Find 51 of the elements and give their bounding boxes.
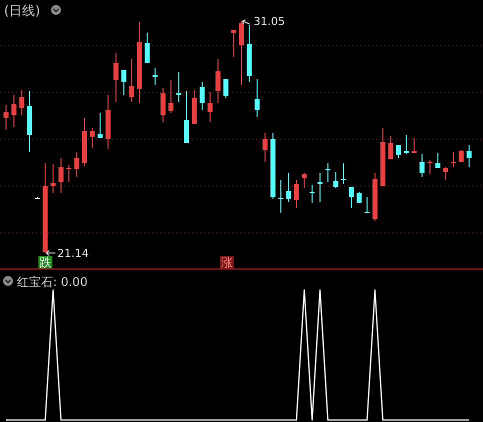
annotation: 31.05 [254,15,285,28]
candlestick [98,112,103,139]
candlestick [152,68,158,86]
candlestick [184,90,190,144]
candlestick [231,29,236,58]
candlestick [404,134,409,154]
candlestick [66,164,72,183]
candlestick [356,191,362,204]
candlestick [262,132,268,162]
candlestick [286,172,292,202]
candlestick [129,58,134,102]
chart-title: (日线) [4,4,40,19]
candlestick [4,104,8,130]
candlestick [443,166,448,180]
candlestick [168,79,174,114]
candlestick [341,162,346,184]
candlestick [466,144,472,168]
candlestick [458,149,464,162]
candlestick [294,179,299,209]
candlestick [239,20,244,86]
text: 涨 [221,256,234,270]
candlestick [113,52,118,102]
candlestick [176,72,182,102]
chart-title: 红宝石: 0.00 [17,275,88,289]
candlestick [364,196,370,214]
candlestick [215,58,220,104]
candlestick [223,78,228,99]
candlestick [90,127,95,149]
candlestick [208,91,213,123]
candlestick [412,138,417,154]
candlestick [435,152,440,169]
candlestick [50,164,56,194]
annotation: 21.14 [57,247,89,260]
candlestick [278,179,284,214]
candlestick [19,90,24,116]
candlestick [254,78,260,118]
candlestick [200,81,205,110]
candlestick [74,152,80,178]
candlestick [420,153,425,178]
candlestick [302,172,307,189]
candlestick [121,69,126,96]
candlestick [160,87,166,123]
candlestick [58,157,64,194]
candlestick [144,32,150,64]
candlestick [333,172,338,189]
candlestick [318,172,322,202]
candlestick [388,135,394,160]
text: 跌 [39,256,52,270]
candlestick [348,186,354,209]
candlestick [396,144,401,158]
candlestick [11,94,16,128]
